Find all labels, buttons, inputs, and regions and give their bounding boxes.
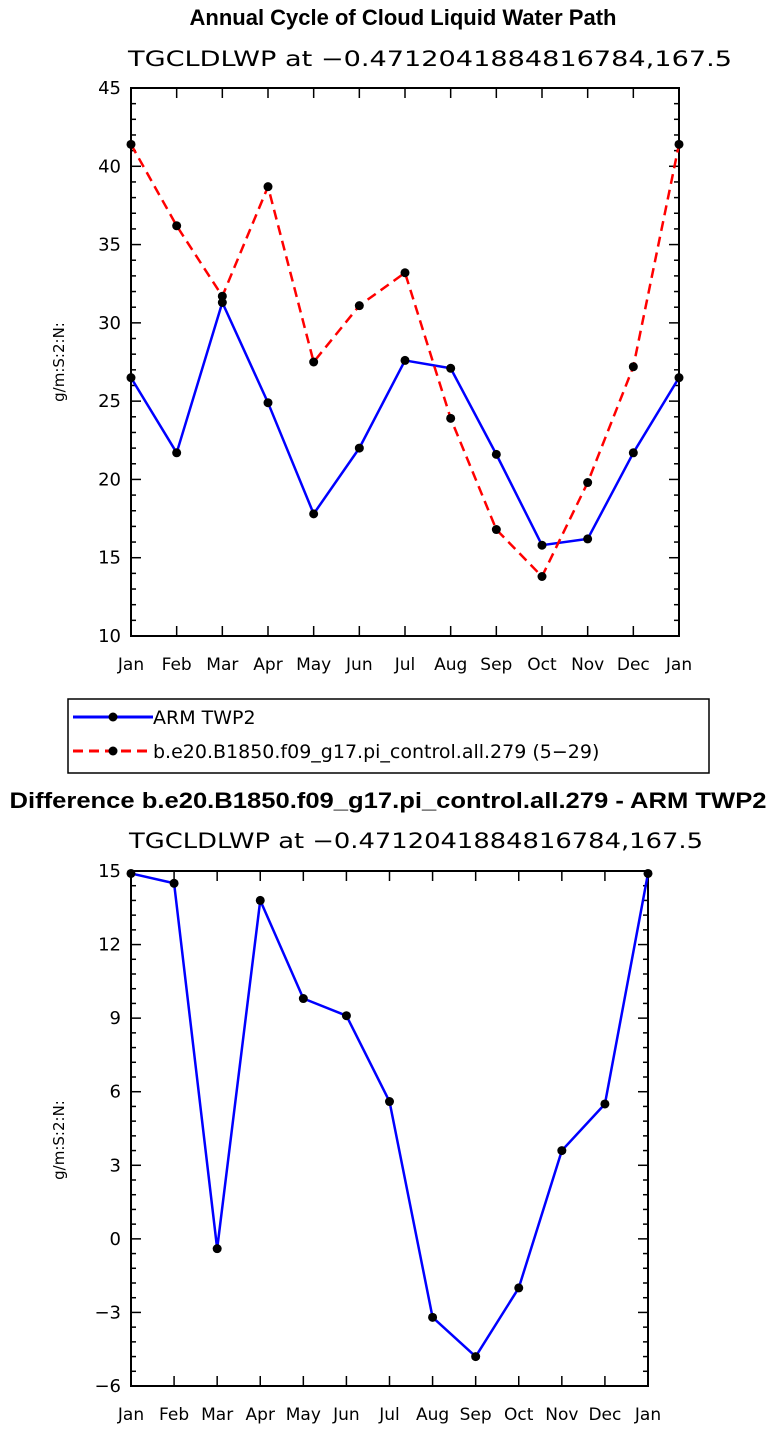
chart2-xtick-label: Oct	[504, 1405, 534, 1425]
chart1-xtick-label: Feb	[162, 655, 192, 675]
legend-label-arm: ARM TWP2	[153, 707, 256, 729]
chart1-ytick-label: 25	[98, 391, 121, 412]
chart1-ytick-label: 15	[98, 548, 121, 569]
chart1-series-1-point	[628, 448, 638, 458]
chart1-title: Annual Cycle of Cloud Liquid Water Path	[190, 5, 617, 30]
chart1-xtick-label: Mar	[206, 655, 238, 675]
chart1-xtick-label: Jan	[117, 655, 144, 675]
chart1-xtick-label: Aug	[434, 655, 467, 675]
chart1-series-2-point	[172, 221, 182, 231]
chart2-series-1-point	[514, 1283, 524, 1293]
legend-box	[67, 698, 710, 774]
chart1-series-2-point	[628, 362, 638, 372]
chart1-series-1-point	[537, 540, 547, 550]
chart1-series-1-line	[129, 301, 681, 547]
chart1-series-1-point	[309, 509, 319, 519]
chart2-ytick-label: 12	[98, 935, 121, 956]
chart2-series-1-point	[557, 1146, 567, 1156]
chart1-ytick-label: 45	[98, 78, 121, 99]
chart1-xtick-label: Jun	[345, 655, 373, 675]
legend-label-model: b.e20.B1850.f09_g17.pi_control.all.279 (…	[153, 741, 599, 763]
chart2-ytick-label: −3	[94, 1302, 121, 1323]
chart2-xtick-label: Dec	[588, 1405, 621, 1425]
chart2-xtick-label: Apr	[246, 1405, 275, 1425]
chart1-xtick-label: Sep	[480, 655, 512, 675]
chart2-xtick-label: Jan	[634, 1405, 661, 1425]
chart1-xtick-label: Nov	[571, 655, 604, 675]
chart1-ytick-label: 20	[98, 469, 121, 490]
chart2-series-1-point	[600, 1099, 610, 1109]
chart2-series-1-point	[341, 1011, 351, 1021]
chart2-ytick-label: 15	[98, 861, 121, 882]
chart1-subtitle: TGCLDLWP at −0.4712041884816784,167.5	[127, 47, 732, 71]
chart2-series-1-point	[212, 1244, 222, 1254]
chart1-xtick-label: Jan	[665, 655, 692, 675]
chart2-subtitle: TGCLDLWP at −0.4712041884816784,167.5	[128, 829, 703, 853]
chart1-xtick-label: Dec	[617, 655, 650, 675]
chart1-xtick-label: Oct	[527, 655, 557, 675]
chart2-frame	[130, 870, 649, 1387]
chart1-series-1-point	[126, 373, 136, 383]
chart1-series-1-point	[400, 355, 410, 365]
chart1-series-1-point	[263, 398, 273, 408]
chart2-ytick-label: 6	[110, 1082, 121, 1103]
chart2-ytick-label: 0	[110, 1229, 121, 1250]
chart1-series-2-point	[583, 478, 593, 488]
chart1-series-2-point	[309, 357, 319, 367]
chart1-ytick-label: 10	[98, 626, 121, 647]
chart2-series-1-point	[255, 895, 265, 905]
chart1-series-2-point	[126, 139, 136, 149]
chart2-xtick-label: Sep	[460, 1405, 492, 1425]
chart2-ytick-label: −6	[94, 1376, 121, 1397]
chart1-ytick-label: 35	[98, 235, 121, 256]
chart1-plot: 10 15 20 25 30 35 40 45 Jan Feb Mar Apr May Jun Jul Aug…	[98, 78, 692, 675]
chart1-series-2-point	[400, 268, 410, 278]
legend: ARM TWP2 b.e20.B1850.f09_g17.pi_control.…	[67, 698, 710, 774]
chart1-series-1-point	[354, 443, 364, 453]
chart2-xtick-label: Nov	[545, 1405, 578, 1425]
chart1-series-2-point	[491, 525, 501, 535]
chart2-series-1-point	[471, 1352, 481, 1362]
legend-marker-model	[108, 746, 118, 756]
chart1-series-2-point	[217, 291, 227, 301]
chart2-xtick-label: May	[286, 1405, 321, 1425]
legend-marker-arm	[108, 712, 118, 722]
chart2-xtick-label: Jan	[117, 1405, 144, 1425]
chart2-xtick-label: Feb	[159, 1405, 189, 1425]
chart1-ytick-label: 30	[98, 313, 121, 334]
chart2-ylabel: g/m:S:2:N:	[50, 1100, 68, 1180]
chart2-xtick-label: Jul	[378, 1405, 400, 1425]
chart1-xtick-label: Apr	[253, 655, 282, 675]
chart2-ytick-label: 3	[110, 1155, 121, 1176]
chart2-plot: −6 −3 0 3 6 9 12 15 Jan Feb Mar Apr May Jun Jul Aug Sep O…	[94, 861, 661, 1425]
chart1-ylabel: g/m:S:2:N:	[50, 322, 68, 402]
chart2-series-1-point	[428, 1312, 438, 1322]
chart1-series-2-point	[263, 182, 273, 192]
chart1-series-1-point	[491, 449, 501, 459]
chart2-xtick-label: Jun	[332, 1405, 360, 1425]
chart1-series-1-point	[674, 373, 684, 383]
chart2-series-1-point	[643, 868, 653, 878]
chart2-xtick-label: Mar	[201, 1405, 233, 1425]
chart1-xtick-label: May	[296, 655, 331, 675]
chart1-series-1-point	[172, 448, 182, 458]
chart2-ytick-label: 9	[110, 1008, 121, 1029]
chart2-series-1-point	[169, 878, 179, 888]
chart1-series-2-point	[446, 413, 456, 423]
chart1-xtick-label: Jul	[394, 655, 416, 675]
chart2-title: Difference b.e20.B1850.f09_g17.pi_contro…	[10, 788, 767, 813]
chart1-series-2-point	[354, 301, 364, 311]
chart1-series-1-point	[217, 298, 227, 308]
chart1-ytick-label: 40	[98, 156, 121, 177]
chart2-series-1-point	[298, 994, 308, 1004]
chart1-series-1-point	[446, 363, 456, 373]
chart2-series-1-point	[126, 868, 136, 878]
chart2-series-1-point	[385, 1097, 394, 1107]
chart2-xtick-label: Aug	[416, 1405, 449, 1425]
chart1-series-1-point	[583, 534, 593, 544]
chart1-series-2-point	[537, 572, 547, 582]
chart1-series-2-point	[674, 139, 684, 149]
chart2-series-1-line	[130, 872, 650, 1358]
